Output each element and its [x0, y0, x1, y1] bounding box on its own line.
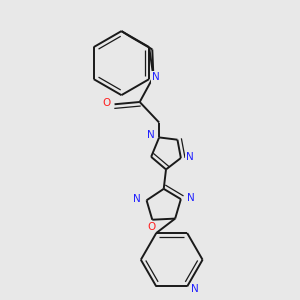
Text: O: O	[147, 222, 155, 232]
Text: O: O	[102, 98, 111, 108]
Text: N: N	[191, 284, 199, 294]
Text: N: N	[133, 194, 141, 204]
Text: N: N	[147, 130, 155, 140]
Text: N: N	[152, 72, 160, 82]
Text: N: N	[187, 193, 194, 203]
Text: N: N	[186, 152, 194, 162]
